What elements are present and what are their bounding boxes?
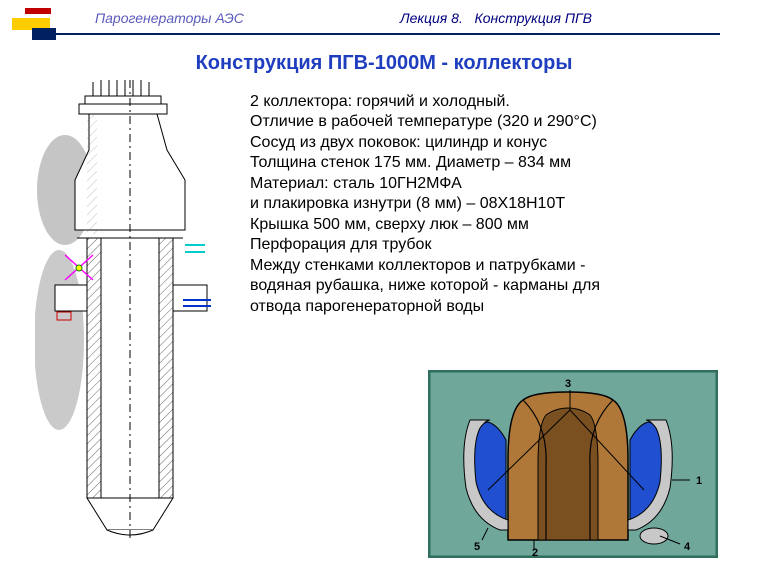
cutaway-label-3: 3 <box>565 378 571 390</box>
body-line: Перфорация для трубок <box>250 235 720 255</box>
body-line: и плакировка изнутри (8 мм) – 08Х18Н10Т <box>250 194 720 214</box>
cutaway-label-5: 5 <box>474 541 480 553</box>
body-line: Крышка 500 мм, сверху люк – 800 мм <box>250 215 720 235</box>
body-line: Материал: сталь 10ГН2МФА <box>250 174 720 194</box>
cutaway-label-4: 4 <box>684 541 691 553</box>
body-line: водяная рубашка, ниже которой - карманы … <box>250 276 720 296</box>
cutaway-label-1: 1 <box>696 475 702 487</box>
body-line: Между стенками коллекторов и патрубками … <box>250 256 720 276</box>
header-left: Парогенераторы АЭС <box>95 10 244 26</box>
cutaway-illustration: 3 1 4 2 5 <box>428 370 718 558</box>
lecture-prefix: Лекция <box>400 10 447 26</box>
body-text: 2 коллектора: горячий и холодный.Отличие… <box>250 92 720 317</box>
collector-drawing <box>35 80 225 540</box>
body-line: Отличие в рабочей температуре (320 и 290… <box>250 112 720 132</box>
body-line: 2 коллектора: горячий и холодный. <box>250 92 720 112</box>
body-line: отвода парогенераторной воды <box>250 297 720 317</box>
lecture-title: Конструкция ПГВ <box>475 10 592 26</box>
body-line: Сосуд из двух поковок: цилиндр и конус <box>250 133 720 153</box>
header-right: Лекция 8. Конструкция ПГВ <box>400 10 592 26</box>
body-line: Толщина стенок 175 мм. Диаметр – 834 мм <box>250 153 720 173</box>
lecture-number: 8. <box>451 10 463 26</box>
slide-title: Конструкция ПГВ-1000М - коллекторы <box>0 52 768 75</box>
cutaway-label-2: 2 <box>532 547 538 558</box>
